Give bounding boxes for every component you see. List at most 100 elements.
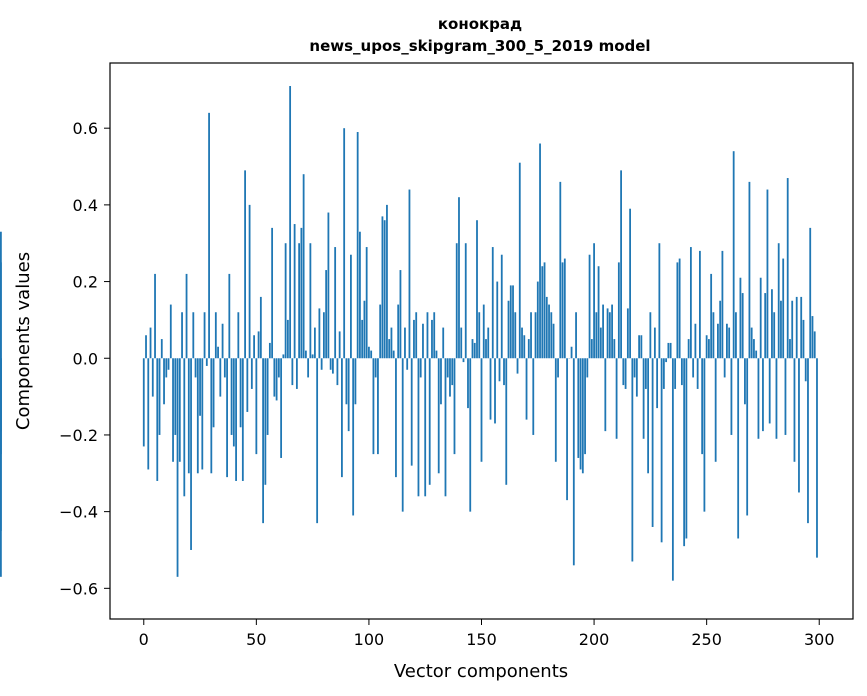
bar (719, 300, 722, 359)
bar (169, 304, 172, 359)
y-tick-label: 0.0 (73, 349, 98, 368)
chart-subtitle: news_upos_skipgram_300_5_2019 model (309, 37, 650, 55)
bar (631, 358, 634, 562)
bar (516, 358, 519, 374)
bar (426, 312, 429, 359)
bar (201, 358, 204, 470)
x-axis-ticks: 0 50 100 150 200 250 300 (139, 619, 835, 649)
bar (699, 250, 701, 359)
bar (561, 262, 564, 359)
bar (563, 258, 566, 359)
x-tick-label: 300 (804, 630, 835, 649)
bar (534, 312, 537, 359)
bar (741, 293, 744, 359)
bar (737, 358, 740, 539)
x-tick-label: 0 (139, 630, 149, 649)
bar (527, 339, 530, 359)
bar (190, 358, 192, 550)
bar (286, 319, 289, 359)
bar (689, 247, 692, 359)
y-tick-label: −0.6 (59, 579, 98, 598)
x-tick-label: 150 (466, 630, 497, 649)
bar (739, 277, 742, 359)
bar (0, 358, 2, 577)
bar (680, 358, 683, 386)
bar (671, 358, 674, 581)
bar (410, 358, 413, 466)
bar (505, 358, 508, 485)
bar (235, 358, 237, 481)
bar (404, 327, 406, 359)
bar (471, 339, 474, 359)
y-axis-label: Components values (13, 252, 34, 430)
bar (514, 312, 517, 359)
chart-title: конокрад (438, 15, 522, 33)
x-axis-label: Vector components (394, 661, 568, 682)
bar (302, 174, 305, 359)
bar (735, 312, 737, 359)
bar (219, 358, 222, 397)
bar (205, 358, 208, 366)
bar (262, 358, 264, 524)
bar (638, 335, 641, 359)
bar (259, 296, 262, 359)
bar (507, 300, 510, 359)
bar (250, 358, 253, 389)
bar (208, 112, 210, 359)
bar (809, 227, 812, 359)
bar (194, 358, 197, 378)
bar (199, 358, 201, 416)
bar (766, 189, 769, 359)
bar (293, 224, 296, 359)
bar (611, 304, 613, 359)
bar (543, 262, 546, 359)
bar (685, 358, 688, 539)
x-tick-label: 250 (691, 630, 722, 649)
bar (325, 270, 328, 359)
bar (277, 358, 280, 378)
bar (0, 231, 2, 359)
bar (748, 181, 751, 359)
bar (656, 358, 659, 409)
bar (701, 358, 704, 455)
bar (744, 358, 746, 405)
bar (669, 342, 672, 359)
bar (678, 258, 681, 359)
bar (383, 220, 386, 359)
bar (548, 304, 550, 359)
bar (726, 323, 728, 359)
bar (491, 247, 494, 359)
bar (230, 358, 233, 435)
bar (399, 270, 402, 359)
bar (311, 354, 314, 359)
bar (185, 273, 188, 359)
bar (545, 296, 548, 359)
bar (462, 358, 465, 363)
bar (0, 358, 2, 432)
bar (156, 358, 159, 481)
y-tick-label: 0.4 (73, 196, 98, 215)
bar (365, 247, 368, 359)
bar (649, 312, 652, 359)
y-axis-ticks: −0.6 −0.4 −0.2 0.0 0.2 0.4 0.6 (59, 119, 110, 598)
bars-group (0, 86, 818, 581)
y-tick-label: 0.6 (73, 119, 98, 138)
bar (313, 327, 316, 359)
bar (350, 254, 352, 359)
bar (732, 151, 735, 359)
bar (246, 358, 249, 412)
bar (644, 358, 647, 389)
bar (730, 358, 733, 435)
bar (746, 358, 749, 516)
bar (147, 358, 150, 470)
bar (476, 220, 478, 359)
bar (419, 358, 422, 378)
bar (694, 323, 697, 359)
bar (372, 358, 375, 455)
bar (341, 358, 343, 478)
bar (662, 358, 665, 389)
bar (552, 323, 555, 359)
bar (437, 358, 440, 474)
bar (183, 358, 186, 497)
bar (291, 358, 294, 386)
